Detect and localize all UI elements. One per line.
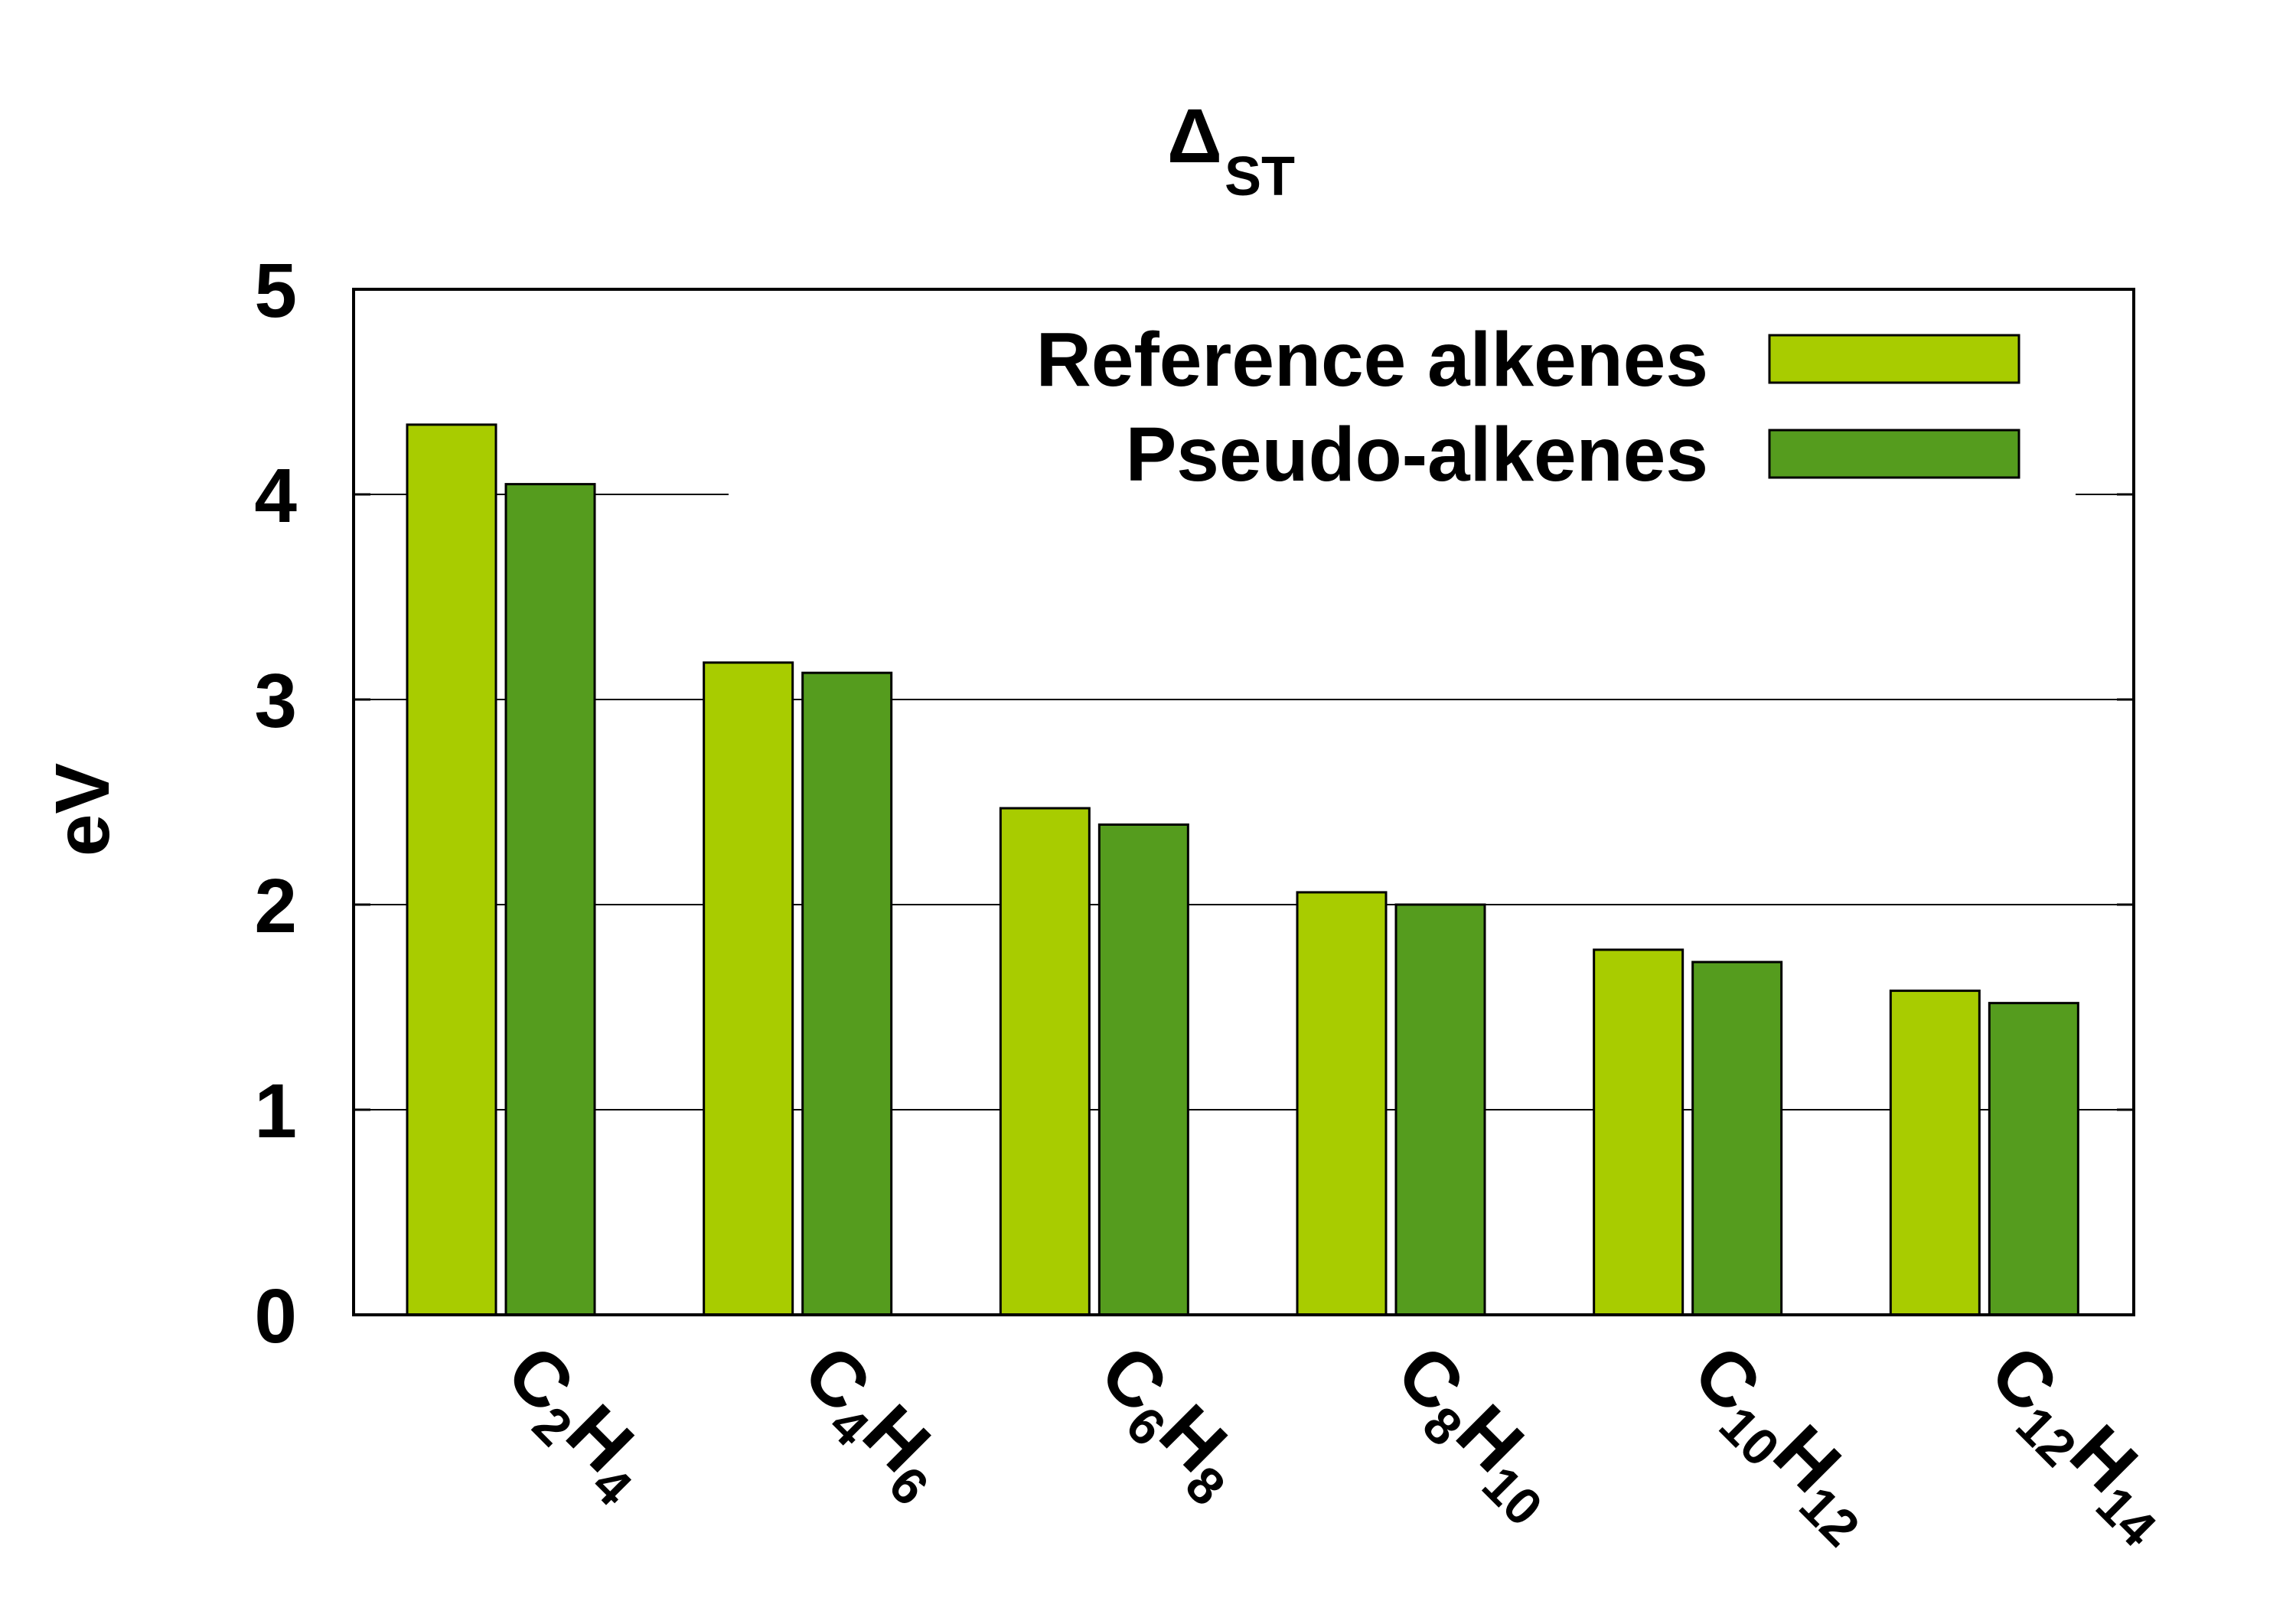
x-tick-label: C6H8 [1076, 1329, 1264, 1516]
bar-pseudo-alkenes [1097, 823, 1189, 1316]
bar-pseudo-alkenes [801, 671, 893, 1316]
legend: Reference alkenes Pseudo-alkenes [1036, 317, 2020, 497]
bar-pseudo-alkenes [504, 483, 596, 1316]
title-delta: Δ [1167, 93, 1222, 179]
y-tick-label: 2 [254, 863, 297, 949]
title-subscript: ST [1225, 146, 1295, 207]
legend-label: Reference alkenes [1036, 317, 1708, 403]
y-tick-label: 3 [254, 658, 297, 744]
y-tick-label: 4 [254, 453, 297, 539]
bars [406, 423, 2079, 1316]
x-tick-label: C8H10 [1372, 1329, 1580, 1537]
bar-reference-alkenes [703, 661, 794, 1316]
bar-reference-alkenes [1889, 990, 1981, 1316]
gridlines [354, 494, 2134, 1110]
bar-pseudo-alkenes [1394, 903, 1486, 1316]
bar-reference-alkenes [1593, 948, 1684, 1316]
bar-reference-alkenes [406, 423, 497, 1316]
bar-pseudo-alkenes [1988, 1002, 2079, 1316]
bar-reference-alkenes [1296, 891, 1388, 1316]
y-axis-label: eV [40, 763, 126, 857]
bar-reference-alkenes [999, 807, 1091, 1316]
x-tick-label: C4H6 [779, 1329, 967, 1516]
plot-frame [352, 288, 2135, 1316]
legend-swatch [1768, 429, 2020, 479]
y-tick-label: 1 [254, 1068, 297, 1154]
y-tick-label: 5 [254, 248, 297, 334]
bar-pseudo-alkenes [1691, 960, 1783, 1316]
x-tick-label: C2H4 [482, 1329, 670, 1517]
legend-swatch [1768, 334, 2020, 384]
legend-label: Pseudo-alkenes [1126, 412, 1708, 497]
y-tick-label: 0 [254, 1273, 297, 1359]
chart-title: Δ ST [1167, 93, 1295, 207]
x-tick-label: C10H12 [1669, 1329, 1898, 1557]
x-tick-label: C12H14 [1966, 1329, 2195, 1557]
